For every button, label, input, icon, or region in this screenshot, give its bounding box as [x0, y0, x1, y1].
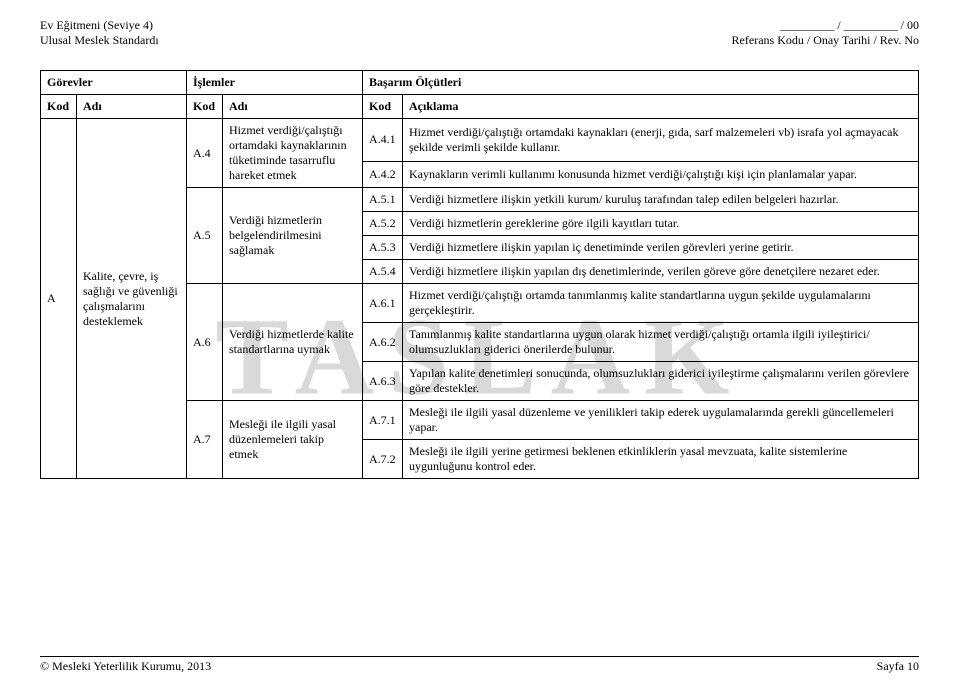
kriter-text: Verdiği hizmetlerin gereklerine göre ilg…	[403, 212, 919, 236]
kriter-kod: A.4.2	[363, 161, 403, 187]
islem-kod: A.7	[187, 401, 223, 479]
footer-right: Sayfa 10	[877, 659, 919, 674]
islem-kod: A.5	[187, 188, 223, 284]
kriter-text: Mesleği ile ilgili yerine getirmesi bekl…	[403, 440, 919, 479]
page-header: Ev Eğitmeni (Seviye 4) Ulusal Meslek Sta…	[40, 18, 919, 48]
kriter-kod: A.6.2	[363, 323, 403, 362]
header-left-line1: Ev Eğitmeni (Seviye 4)	[40, 18, 159, 33]
header-right-line2: Referans Kodu / Onay Tarihi / Rev. No	[732, 33, 919, 48]
col-kod-3: Kod	[363, 95, 403, 119]
kriter-kod: A.6.3	[363, 362, 403, 401]
header-left-line2: Ulusal Meslek Standardı	[40, 33, 159, 48]
kriter-kod: A.7.1	[363, 401, 403, 440]
col-basarim: Başarım Ölçütleri	[363, 71, 919, 95]
kriter-text: Yapılan kalite denetimleri sonucunda, ol…	[403, 362, 919, 401]
kriter-kod: A.5.1	[363, 188, 403, 212]
kriter-text: Hizmet verdiği/çalıştığı ortamdaki kayna…	[403, 119, 919, 162]
islem-kod: A.4	[187, 119, 223, 188]
islem-kod: A.6	[187, 284, 223, 401]
islem-adi: Verdiği hizmetlerin belgelendirilmesini …	[223, 188, 363, 284]
col-kod-2: Kod	[187, 95, 223, 119]
col-kod-1: Kod	[41, 95, 77, 119]
kriter-text: Kaynakların verimli kullanımı konusunda …	[403, 161, 919, 187]
kriter-text: Mesleği ile ilgili yasal düzenleme ve ye…	[403, 401, 919, 440]
col-adi-2: Adı	[223, 95, 363, 119]
kriter-kod: A.5.2	[363, 212, 403, 236]
col-aciklama: Açıklama	[403, 95, 919, 119]
kriter-text: Hizmet verdiği/çalıştığı ortamda tanımla…	[403, 284, 919, 323]
gorev-adi: Kalite, çevre, iş sağlığı ve güvenliği ç…	[77, 119, 187, 479]
col-gorevler: Görevler	[41, 71, 187, 95]
islem-adi: Verdiği hizmetlerde kalite standartların…	[223, 284, 363, 401]
kriter-text: Verdiği hizmetlere ilişkin yapılan dış d…	[403, 260, 919, 284]
kriter-text: Verdiği hizmetlere ilişkin yetkili kurum…	[403, 188, 919, 212]
islem-adi: Mesleği ile ilgili yasal düzenlemeleri t…	[223, 401, 363, 479]
col-islemler: İşlemler	[187, 71, 363, 95]
kriter-kod: A.7.2	[363, 440, 403, 479]
kriter-text: Verdiği hizmetlere ilişkin yapılan iç de…	[403, 236, 919, 260]
gorev-kod: A	[41, 119, 77, 479]
col-adi-1: Adı	[77, 95, 187, 119]
table-row: A Kalite, çevre, iş sağlığı ve güvenliği…	[41, 119, 919, 162]
page-footer: © Mesleki Yeterlilik Kurumu, 2013 Sayfa …	[40, 656, 919, 674]
islem-adi: Hizmet verdiği/çalıştığı ortamdaki kayna…	[223, 119, 363, 188]
standards-table: Görevler İşlemler Başarım Ölçütleri Kod …	[40, 70, 919, 479]
kriter-kod: A.5.4	[363, 260, 403, 284]
kriter-kod: A.6.1	[363, 284, 403, 323]
kriter-text: Tanımlanmış kalite standartlarına uygun …	[403, 323, 919, 362]
kriter-kod: A.5.3	[363, 236, 403, 260]
kriter-kod: A.4.1	[363, 119, 403, 162]
footer-left: © Mesleki Yeterlilik Kurumu, 2013	[40, 659, 211, 674]
header-right-line1: _________ / _________ / 00	[732, 18, 919, 33]
